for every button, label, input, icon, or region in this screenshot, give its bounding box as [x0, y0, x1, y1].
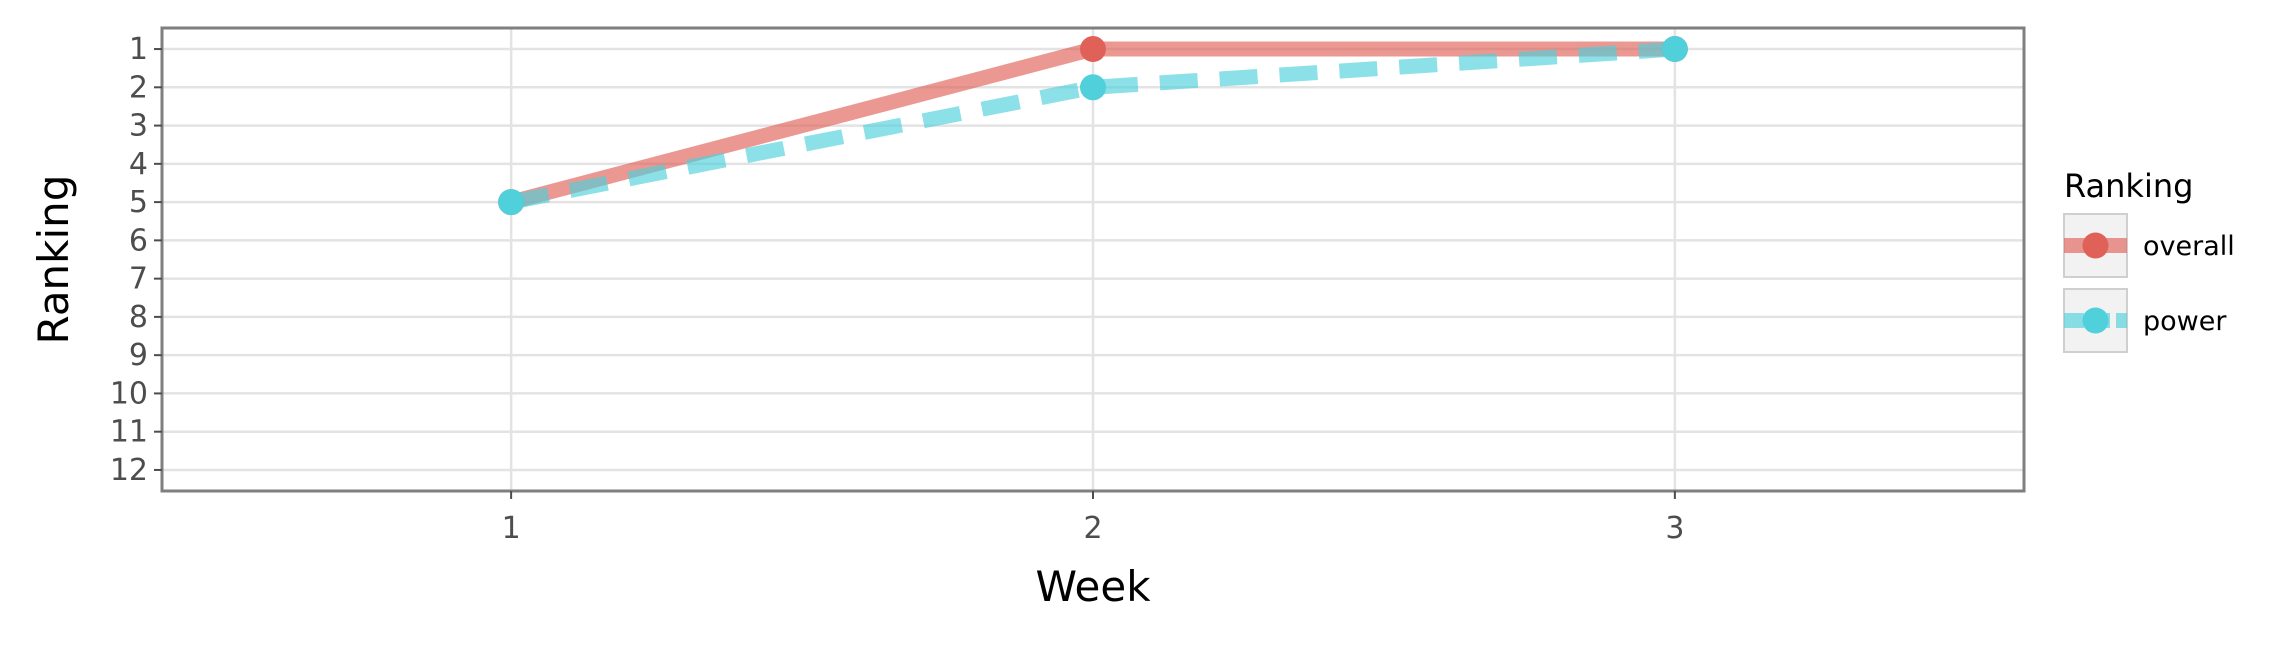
- y-tick-label: 2: [129, 70, 148, 105]
- y-tick-label: 3: [129, 109, 148, 144]
- series-layer: [498, 36, 1688, 216]
- legend-item-power: power: [2063, 288, 2227, 353]
- data-point-power: [1661, 36, 1688, 63]
- y-tick-label: 7: [129, 262, 148, 297]
- legend: Ranking overall power: [2063, 167, 2235, 353]
- legend-item-overall: overall: [2063, 213, 2235, 278]
- y-tick-label: 1: [129, 32, 148, 67]
- y-tick-label: 8: [129, 300, 148, 335]
- legend-title: Ranking: [2064, 167, 2193, 205]
- x-tick-label: 1: [502, 511, 521, 546]
- y-tick-label: 4: [129, 147, 148, 182]
- legend-items: overall power: [2063, 213, 2235, 353]
- y-tick-label: 5: [129, 185, 148, 220]
- x-tick-label: 2: [1083, 511, 1102, 546]
- y-tick-label: 10: [110, 376, 148, 411]
- x-axis-title: Week: [1035, 562, 1151, 611]
- legend-label: power: [2143, 306, 2227, 337]
- series-line-power: [509, 41, 1676, 210]
- legend-key-point: [2082, 307, 2109, 334]
- legend-key-point: [2082, 232, 2109, 259]
- data-point-power: [498, 189, 525, 216]
- data-point-overall: [1080, 36, 1106, 63]
- y-tick-label: 6: [129, 223, 148, 258]
- grid-layer: [162, 28, 2024, 491]
- data-point-power: [1080, 74, 1106, 101]
- x-tick-label: 3: [1665, 511, 1684, 546]
- y-tick-label: 12: [110, 453, 148, 488]
- legend-label: overall: [2143, 231, 2235, 262]
- y-axis-title: Ranking: [29, 175, 78, 345]
- y-tick-label: 9: [129, 338, 148, 373]
- y-tick-label: 11: [110, 415, 148, 450]
